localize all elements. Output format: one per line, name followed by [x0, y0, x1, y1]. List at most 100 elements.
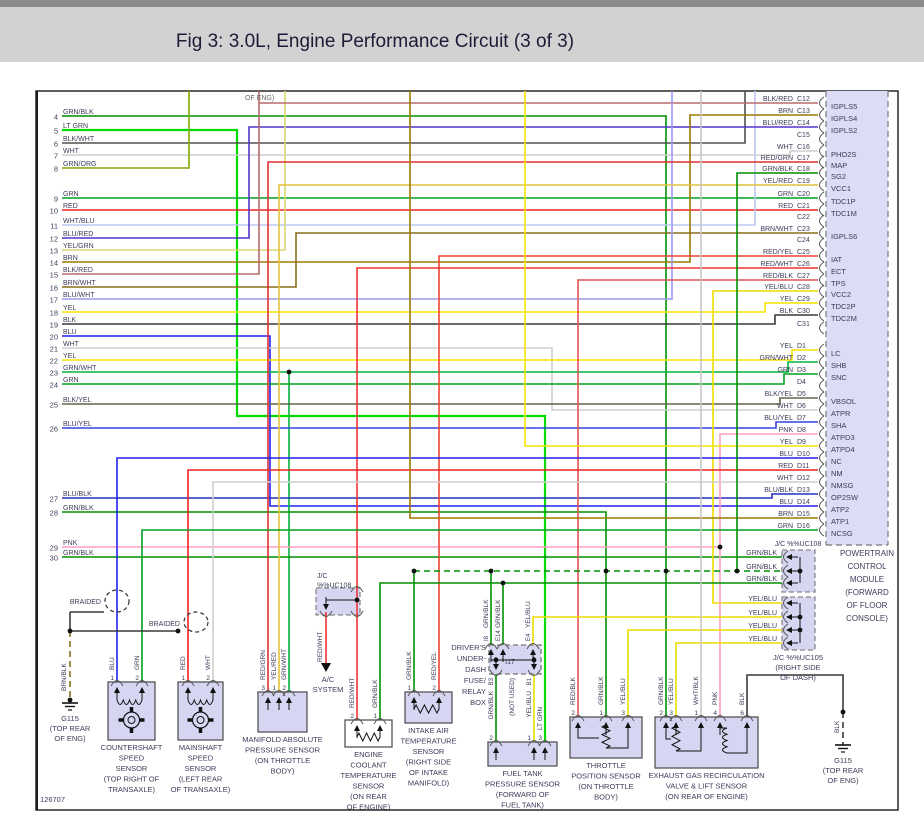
left-pin-wire-label: WHT/BLU	[63, 218, 95, 225]
wire-blk	[62, 314, 818, 325]
pcm-wire-label: GRN	[777, 367, 793, 374]
junction-dot	[286, 369, 292, 375]
wire-yel	[62, 302, 818, 313]
vertical-wire-label: YEL/BLU	[668, 678, 675, 705]
pin-brace	[783, 576, 789, 590]
arrow-icon	[786, 640, 792, 646]
left-pin-number: 17	[50, 296, 58, 305]
pin-brace	[819, 108, 825, 122]
pcm-pin-id: D1	[797, 343, 806, 350]
ground-name: OF ENG)	[827, 776, 859, 785]
pcm-wire-label: GRN/WHT	[760, 355, 794, 362]
left-pin-wire-label: YEL/GRN	[63, 243, 94, 250]
pcm-wire-label: BRN/WHT	[760, 226, 793, 233]
component-manifold-absolute-pressure-sensor: 3 RED/GRN 1 YEL/RED 2 GRN/WHT MANIFOLD ABSOLUT…	[242, 649, 322, 776]
pin-brace	[819, 439, 825, 453]
resistor-icon	[670, 725, 682, 752]
left-pin-number: 27	[50, 495, 58, 504]
pin-brace	[819, 343, 825, 357]
left-pin-wire-label: BLK	[63, 317, 77, 324]
pcm-pin-id: D8	[797, 427, 806, 434]
arrow-icon	[323, 604, 329, 610]
component-name: (RIGHT SIDE	[406, 758, 451, 767]
wire-yel-blu	[712, 290, 818, 604]
pin-brace	[319, 610, 333, 617]
pin-brace	[571, 715, 585, 722]
jc-feed-label: GRN/BLK	[746, 550, 777, 557]
wire-yel-grn	[62, 91, 286, 251]
pcm-pin-id: D14	[797, 499, 810, 506]
component-pin-number: 1	[599, 710, 603, 717]
fuse-box-name: DRIVER'S	[451, 643, 486, 652]
left-pin-number: 14	[50, 259, 58, 268]
left-pin-number: 13	[50, 247, 58, 256]
pcm-pin-id: D15	[797, 511, 810, 518]
pcm-pin-id: D10	[797, 451, 810, 458]
left-pin-number: 15	[50, 271, 58, 280]
pcm-pin-id: D2	[797, 355, 806, 362]
pcm-label: CONTROL	[847, 562, 887, 571]
fuse-relay-box-details: I8 GRN/BLK E14 GRN/BLK E4 YEL/BLU B3 GRN/BLK B1 Y…	[451, 599, 541, 720]
vertical-wire-label: B3	[489, 677, 495, 685]
fuse-box-name: BOX	[470, 698, 486, 707]
pin-brace	[819, 261, 825, 275]
left-pin-wire-label: BLU	[63, 329, 77, 336]
component-name: PRESSURE SENSOR	[485, 780, 561, 789]
jc-feed-label: YEL/BLU	[748, 636, 777, 643]
pin-brace	[819, 191, 825, 205]
pcm-wire-label: GRN/BLK	[762, 166, 793, 173]
pcm-wire-label: YEL	[780, 296, 793, 303]
component-name: OF TRANSAXLE)	[171, 785, 231, 794]
component-name: (TOP RIGHT OF	[104, 775, 160, 784]
vertical-wire-label: GRN/BLK	[495, 599, 502, 628]
arrow-icon	[276, 697, 282, 703]
vertical-wire-label: WHT/BLK	[693, 675, 700, 705]
component-box	[654, 716, 759, 769]
pin-brace	[110, 680, 124, 687]
pcm-wire-label: YEL/BLU	[764, 284, 793, 291]
wire-grn-wht	[62, 361, 818, 373]
braided-shield: BRAIDED	[149, 611, 209, 633]
arrow-icon	[663, 722, 669, 728]
left-pin-wire-label: WHT	[63, 341, 80, 348]
figure-title: Fig 3: 3.0L, Engine Performance Circuit …	[175, 31, 575, 52]
wire-red	[187, 469, 818, 682]
pcm-pin-id: C29	[797, 296, 810, 303]
pcm-pin-id: C16	[797, 144, 810, 151]
arrow-icon	[542, 747, 548, 753]
pin-brace	[783, 623, 789, 637]
pcm-wire-label: BLU/YEL	[764, 415, 793, 422]
wire-blu-red	[62, 126, 818, 239]
pcm-wire-label: YEL	[780, 439, 793, 446]
pin-brace	[669, 715, 683, 722]
vertical-wire-label: PNK	[712, 691, 719, 705]
pcm-wire-label: BLU/RED	[763, 120, 793, 127]
junction-dot	[663, 568, 669, 574]
wire-brn	[409, 91, 818, 519]
wire-grn-blk	[736, 172, 818, 571]
component-throttle-position-sensor: 2 RED/BLK 1 GRN/BLK 3 YEL/BLU THROTTLE POSITION…	[569, 676, 643, 802]
pcm-wire-label: BLU/BLK	[764, 487, 793, 494]
component-exhaust-gas-recirculation-valve-lift-sensor: 2 GRN/BLK 3 YEL/BLU 1 WHT/BLK 4 PNK 6 BLK EXHAUST …	[649, 675, 765, 801]
component-pin-number: 2	[135, 675, 139, 682]
pcm-signal-name: ECT	[831, 267, 846, 276]
pcm-signal-name: TDC2M	[831, 314, 857, 323]
pin-brace	[819, 284, 825, 298]
arrow-icon	[786, 600, 792, 606]
component-pin-number: 2	[350, 713, 354, 720]
pin-brace	[599, 715, 613, 722]
coil-icon	[722, 727, 729, 754]
pin-brace	[819, 144, 825, 158]
arrow-icon	[500, 649, 506, 655]
vertical-wire-label: YEL/RED	[271, 652, 278, 680]
arrow-icon	[531, 747, 537, 753]
pcm-pin-id: C27	[797, 273, 810, 280]
pin-brace	[819, 487, 825, 501]
component-name: MANIFOLD ABSOLUTE	[242, 735, 322, 744]
pcm-wire-label: WHT	[777, 475, 794, 482]
wiper-line	[665, 730, 671, 740]
pin-brace	[783, 636, 789, 650]
component-pin-number: 1	[694, 710, 698, 717]
jc-feed-label: YEL/BLU	[748, 610, 777, 617]
arrow-icon	[286, 697, 292, 703]
